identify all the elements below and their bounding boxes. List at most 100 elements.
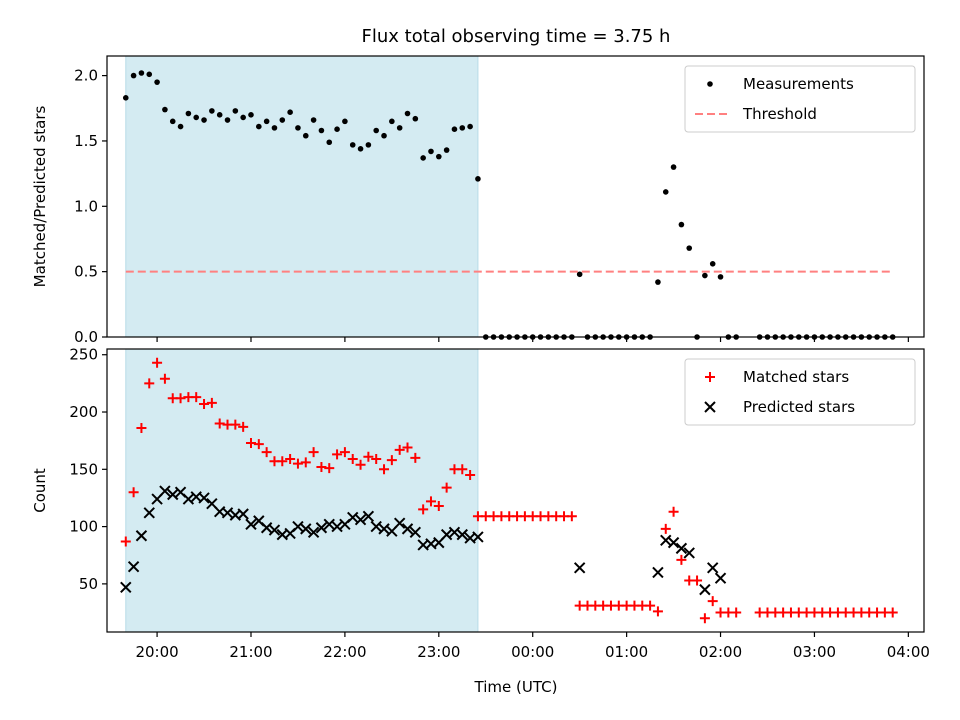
data-point: [245, 437, 256, 448]
bottom-panel: 50 100 150 200 250 Count 20:00 21:00 22:00 23:00 0…: [31, 346, 930, 661]
data-point: [224, 117, 231, 123]
data-point: [381, 132, 387, 139]
data-point: [216, 112, 223, 118]
data-point: [146, 71, 153, 78]
data-point: [237, 508, 249, 520]
data-point: [566, 511, 577, 522]
data-point: [686, 245, 693, 251]
data-point: [668, 506, 679, 517]
data-point: [699, 613, 710, 624]
data-point: [199, 398, 210, 409]
data-point: [159, 485, 171, 497]
data-point: [260, 522, 273, 534]
data-point: [120, 536, 131, 547]
data-point: [271, 125, 278, 131]
data-point: [451, 126, 458, 132]
x-tick-label: 22:00: [323, 643, 366, 661]
legend-box: [684, 65, 916, 133]
data-point: [162, 106, 168, 113]
data-point: [418, 504, 429, 515]
legend-marker: [707, 81, 713, 87]
data-point: [433, 500, 444, 511]
observing-window-shade: [125, 55, 479, 338]
data-point: [167, 488, 179, 501]
series-matched-stars: [120, 357, 898, 624]
data-point: [393, 517, 406, 529]
data-point: [182, 493, 195, 505]
y-tick-label: 50: [79, 575, 98, 593]
data-point: [448, 526, 461, 539]
data-point: [138, 70, 145, 76]
data-point: [676, 554, 687, 565]
data-point: [887, 607, 898, 618]
data-point: [318, 127, 325, 134]
data-point: [209, 108, 215, 114]
data-point: [441, 482, 452, 493]
data-point: [670, 164, 677, 170]
data-point: [467, 123, 473, 130]
y-axis-label: Matched/Predicted stars: [31, 106, 49, 288]
x-tick-label: 01:00: [605, 643, 648, 661]
data-point: [300, 457, 311, 468]
data-point: [342, 118, 348, 125]
data-point: [378, 523, 390, 535]
data-point: [702, 272, 708, 279]
data-point: [198, 492, 210, 504]
data-point: [238, 421, 249, 432]
x-tick-label: 20:00: [135, 643, 178, 661]
data-point: [667, 536, 680, 549]
data-point: [660, 523, 671, 534]
data-point: [655, 279, 661, 285]
data-point: [660, 534, 672, 547]
data-point: [386, 455, 397, 466]
data-point: [191, 392, 202, 403]
data-point: [707, 596, 718, 607]
top-panel: 0.0 0.5 1.0 1.5 2.0 Matched/Predicted stars Me…: [31, 55, 925, 346]
data-point: [717, 274, 724, 280]
data-point: [292, 520, 304, 533]
y-tick-label: 0.0: [74, 328, 98, 346]
data-point: [152, 357, 163, 368]
data-point: [253, 439, 264, 450]
y-tick-label: 2.0: [74, 67, 98, 85]
data-point: [279, 117, 286, 123]
data-point: [130, 72, 137, 79]
data-point: [347, 453, 358, 464]
data-point: [316, 462, 327, 473]
data-point: [277, 456, 288, 467]
y-tick-label: 150: [69, 460, 98, 478]
data-point: [326, 139, 333, 146]
data-point: [420, 155, 426, 161]
data-point: [472, 531, 484, 543]
data-point: [143, 507, 155, 519]
y-tick-label: 1.0: [74, 197, 98, 215]
data-point: [339, 447, 350, 458]
data-point: [177, 123, 184, 130]
data-point: [285, 453, 296, 464]
data-point: [245, 518, 257, 531]
data-point: [334, 126, 340, 132]
data-point: [127, 560, 140, 573]
data-point: [136, 423, 147, 434]
data-point: [573, 562, 586, 574]
data-point: [363, 451, 374, 462]
data-point: [302, 132, 309, 139]
data-point: [175, 393, 186, 404]
data-point: [465, 470, 476, 481]
data-point: [349, 142, 356, 148]
data-point: [324, 463, 335, 474]
legend-label: Measurements: [743, 75, 854, 93]
data-point: [576, 271, 583, 278]
data-point: [347, 511, 359, 524]
data-point: [354, 514, 367, 526]
data-point: [308, 447, 319, 458]
data-point: [230, 419, 241, 430]
data-point: [396, 125, 403, 131]
data-point: [675, 542, 688, 555]
data-point: [410, 452, 421, 463]
data-point: [169, 118, 176, 125]
x-tick-label: 03:00: [793, 643, 836, 661]
data-point: [409, 526, 422, 539]
data-point: [731, 607, 742, 618]
